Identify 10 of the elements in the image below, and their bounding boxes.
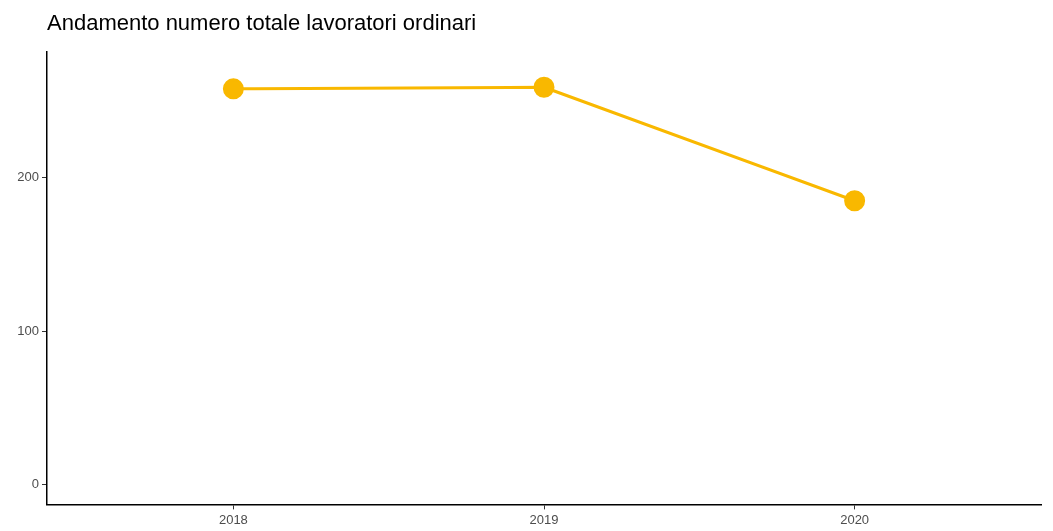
point [222, 78, 244, 100]
chart-title: Andamento numero totale lavoratori ordinari [47, 10, 477, 36]
x-tick-label: 2018 [218, 511, 248, 527]
y-tick-label: 200 [17, 169, 39, 185]
point [533, 76, 555, 98]
x-tick-label: 2020 [840, 511, 870, 527]
x-tick-label: 2019 [529, 511, 559, 527]
y-tick-label: 100 [17, 322, 39, 338]
point [844, 190, 866, 212]
y-tick-label: 0 [31, 476, 39, 492]
